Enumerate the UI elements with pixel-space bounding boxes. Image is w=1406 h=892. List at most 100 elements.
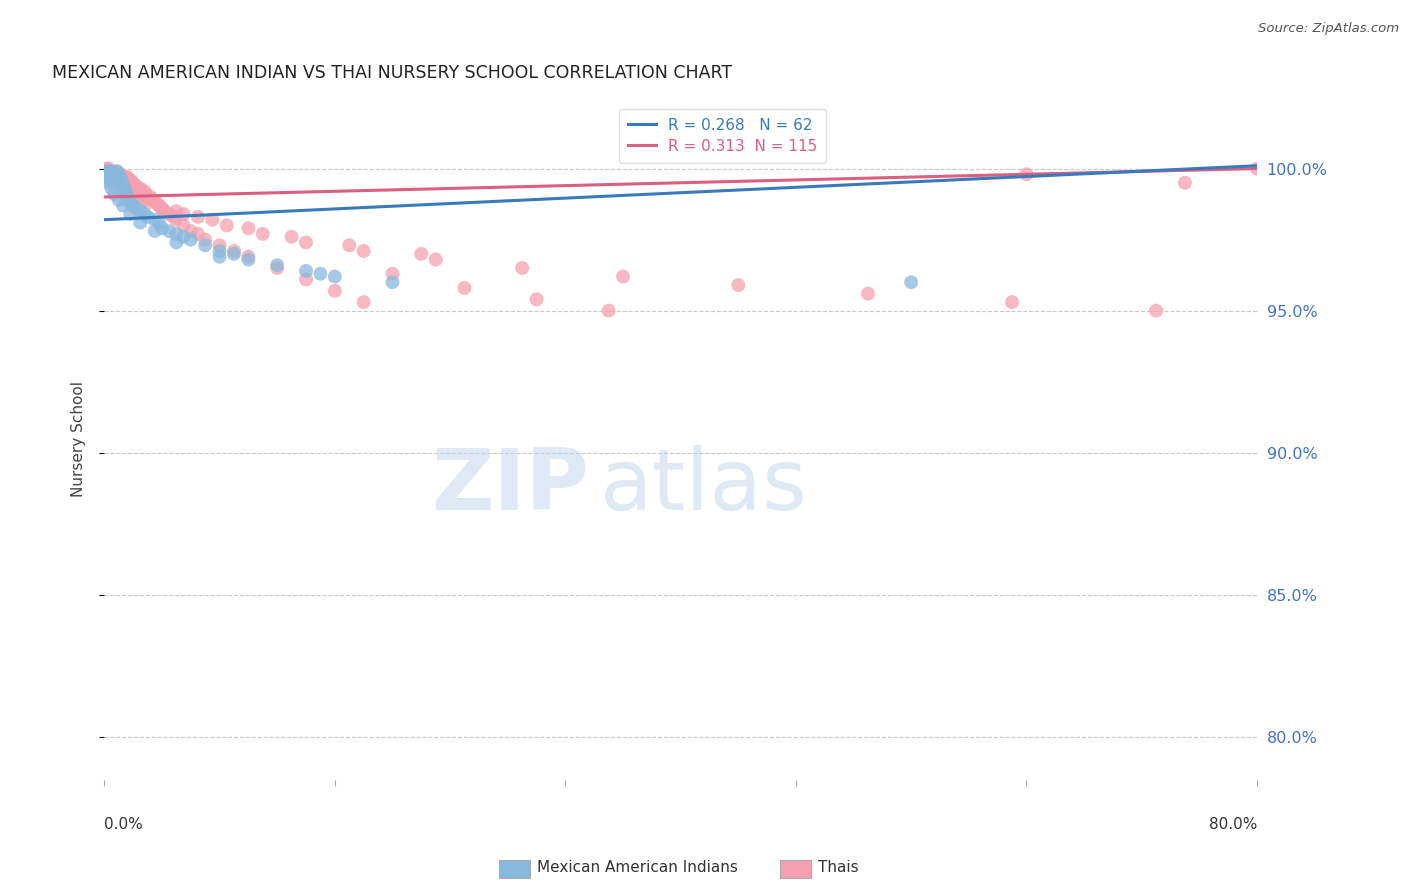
Point bbox=[97, 176, 120, 190]
Text: Mexican American Indians: Mexican American Indians bbox=[537, 861, 738, 875]
Point bbox=[295, 272, 318, 286]
Point bbox=[280, 229, 302, 244]
Point bbox=[131, 184, 153, 198]
Point bbox=[100, 167, 122, 181]
Point bbox=[97, 167, 120, 181]
Point bbox=[112, 173, 135, 187]
Point bbox=[134, 193, 156, 207]
Point bbox=[1001, 295, 1024, 310]
Point bbox=[187, 210, 209, 224]
Point bbox=[118, 176, 141, 190]
Point bbox=[100, 167, 122, 181]
Point bbox=[120, 173, 142, 187]
Point bbox=[94, 164, 117, 178]
Point bbox=[139, 190, 162, 204]
Point bbox=[208, 238, 231, 252]
Point bbox=[115, 184, 138, 198]
Point bbox=[103, 170, 125, 185]
Point bbox=[125, 178, 148, 193]
Point bbox=[118, 173, 141, 187]
Point bbox=[105, 176, 128, 190]
Point bbox=[122, 187, 145, 202]
Point bbox=[425, 252, 447, 267]
Point bbox=[134, 207, 156, 221]
Point bbox=[129, 181, 152, 195]
Point bbox=[104, 170, 127, 185]
Point bbox=[107, 167, 129, 181]
Point bbox=[121, 178, 143, 193]
Point bbox=[353, 295, 375, 310]
Point bbox=[173, 219, 195, 233]
Point bbox=[208, 244, 231, 258]
Point bbox=[105, 167, 128, 181]
Point bbox=[194, 238, 217, 252]
Point bbox=[1015, 167, 1038, 181]
Point bbox=[105, 167, 128, 181]
Point bbox=[117, 187, 139, 202]
Point bbox=[353, 244, 375, 258]
Point bbox=[94, 164, 117, 178]
Point bbox=[900, 275, 922, 289]
Point bbox=[526, 293, 548, 307]
Point bbox=[266, 260, 288, 275]
Point bbox=[510, 260, 533, 275]
Point bbox=[100, 181, 122, 195]
Point bbox=[117, 190, 139, 204]
Point bbox=[110, 181, 132, 195]
Point bbox=[1174, 176, 1197, 190]
Point bbox=[157, 224, 180, 238]
Text: Source: ZipAtlas.com: Source: ZipAtlas.com bbox=[1258, 22, 1399, 36]
Point bbox=[136, 195, 159, 210]
Text: Thais: Thais bbox=[818, 861, 859, 875]
Point bbox=[104, 173, 127, 187]
Point bbox=[128, 184, 150, 198]
Point bbox=[98, 167, 121, 181]
Point bbox=[103, 170, 125, 185]
Legend: R = 0.268   N = 62, R = 0.313  N = 115: R = 0.268 N = 62, R = 0.313 N = 115 bbox=[619, 109, 827, 163]
Point bbox=[101, 173, 124, 187]
Point bbox=[323, 284, 346, 298]
Point bbox=[208, 250, 231, 264]
Point bbox=[104, 170, 127, 185]
Point bbox=[143, 224, 166, 238]
Point bbox=[105, 164, 128, 178]
Point bbox=[97, 167, 120, 181]
Point bbox=[108, 167, 131, 181]
Point bbox=[165, 227, 187, 241]
Point bbox=[114, 173, 136, 187]
Point bbox=[107, 170, 129, 185]
Point bbox=[110, 170, 132, 185]
Point bbox=[125, 190, 148, 204]
Point bbox=[727, 278, 749, 293]
Point bbox=[94, 161, 117, 176]
Point bbox=[135, 187, 157, 202]
Point bbox=[110, 176, 132, 190]
Point bbox=[238, 250, 260, 264]
Point bbox=[112, 178, 135, 193]
Point bbox=[129, 204, 152, 219]
Point bbox=[129, 216, 152, 230]
Point bbox=[598, 303, 620, 318]
Point bbox=[97, 164, 120, 178]
Point bbox=[187, 227, 209, 241]
Point bbox=[295, 235, 318, 250]
Point bbox=[150, 202, 173, 216]
Point bbox=[108, 173, 131, 187]
Point bbox=[165, 212, 187, 227]
Point bbox=[150, 221, 173, 235]
Point bbox=[103, 187, 125, 202]
Point bbox=[222, 247, 245, 261]
Text: MEXICAN AMERICAN INDIAN VS THAI NURSERY SCHOOL CORRELATION CHART: MEXICAN AMERICAN INDIAN VS THAI NURSERY … bbox=[52, 64, 733, 82]
Point bbox=[100, 170, 122, 185]
Point bbox=[162, 210, 184, 224]
Point bbox=[103, 167, 125, 181]
Text: atlas: atlas bbox=[600, 445, 808, 528]
Point bbox=[98, 164, 121, 178]
Point bbox=[1246, 161, 1268, 176]
Point bbox=[114, 181, 136, 195]
Point bbox=[97, 173, 120, 187]
Point bbox=[107, 167, 129, 181]
Point bbox=[117, 173, 139, 187]
Point bbox=[101, 164, 124, 178]
Point bbox=[108, 170, 131, 185]
